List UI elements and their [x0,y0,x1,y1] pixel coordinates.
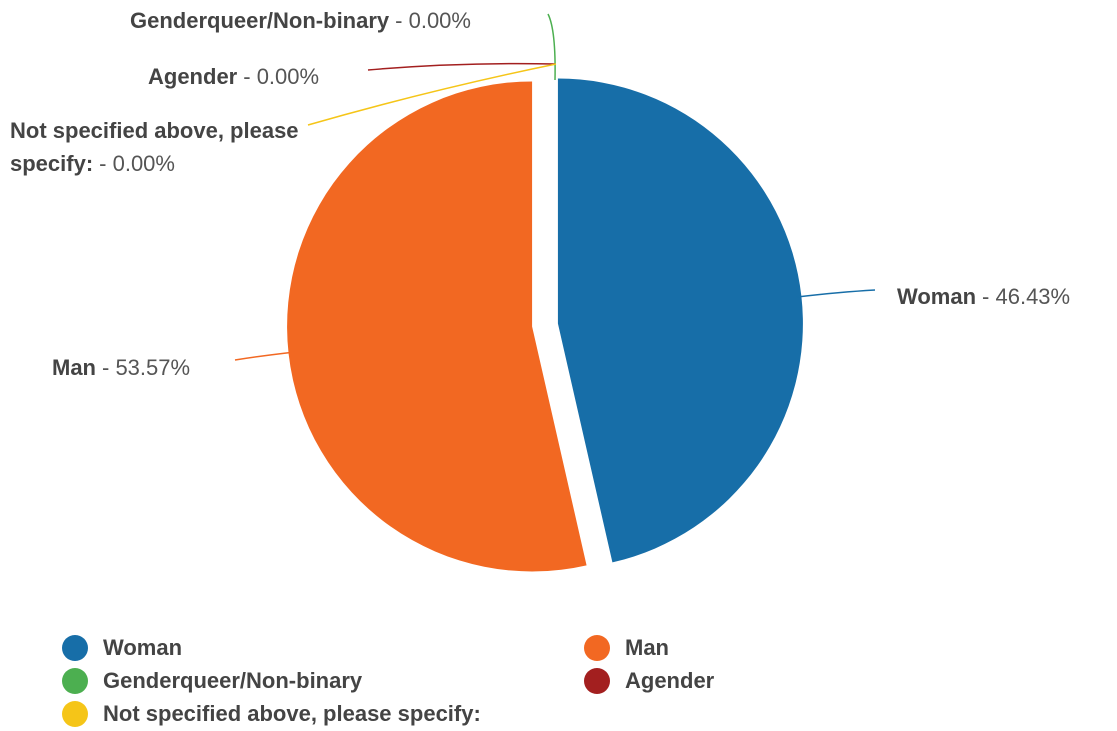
slice-label-name: Man [52,355,96,380]
legend-label: Man [625,635,669,660]
leader-line [547,13,556,81]
legend-label: Woman [103,635,183,660]
slice-label-value: - 46.43% [982,284,1071,309]
slice-label-value: - 0.00% [395,8,471,33]
leader-line [796,289,876,298]
legend-marker [62,635,88,661]
slice-label-value: - 0.00% [99,151,175,176]
legend-marker [62,701,88,727]
pie-slice [287,81,587,572]
slice-label: Agender - 0.00% [148,60,319,93]
legend-marker [584,668,610,694]
pie-slice [557,78,803,563]
leader-line [307,63,557,126]
slice-label-name: Not specified above, please specify: [10,118,299,176]
leader-line [367,62,556,71]
slice-label: Woman - 46.43% [897,280,1070,313]
slice-label: Genderqueer/Non-binary - 0.00% [130,4,471,37]
legend-marker [584,635,610,661]
slice-label-name: Genderqueer/Non-binary [130,8,390,33]
slice-label-value: - 0.00% [243,64,320,89]
slice-label-name: Agender [148,64,238,89]
legend-marker [62,668,88,694]
slice-label: Man - 53.57% [52,351,190,384]
legend-label: Not specified above, please specify: [103,701,481,726]
slice-label: Not specified above, please specify: - 0.… [10,114,320,180]
slice-label-value: - 53.57% [102,355,191,380]
slice-label-name: Woman [897,284,977,309]
legend-label: Genderqueer/Non-binary [103,668,363,693]
leader-line [234,351,296,361]
legend-label: Agender [625,668,715,693]
